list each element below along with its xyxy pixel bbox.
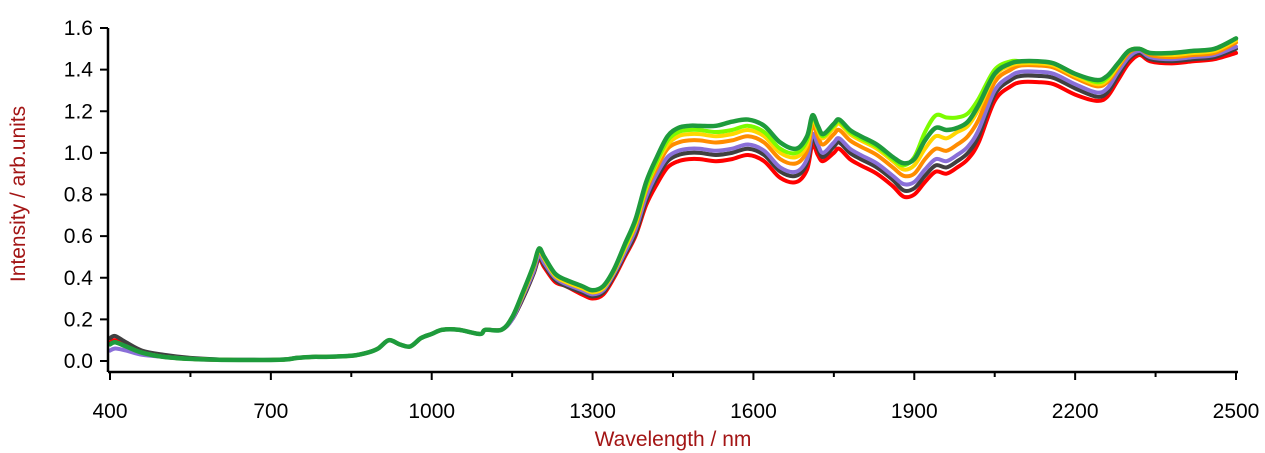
y-tick-label: 0.0 xyxy=(64,350,93,373)
x-tick-label: 1900 xyxy=(891,400,938,423)
x-tick-label: 400 xyxy=(92,400,127,423)
series-line-2 xyxy=(108,46,1238,362)
y-tick-label: 0.8 xyxy=(64,184,93,207)
y-tick-label: 1.4 xyxy=(64,59,94,82)
x-tick-label: 2200 xyxy=(1052,400,1099,423)
y-tick-label: 0.6 xyxy=(64,225,93,248)
series-line-3 xyxy=(108,44,1238,363)
series-line-6 xyxy=(108,36,1238,363)
y-tick-label: 0.2 xyxy=(64,308,93,331)
y-ticks: 0.0 0.2 0.4 0.6 0.8 1.0 1.2 1.4 1.6 xyxy=(64,17,108,373)
x-ticks: 400 700 1000 1300 1600 1900 2200 2500 xyxy=(92,372,1259,423)
y-tick-label: 1.0 xyxy=(64,142,93,165)
x-tick-label: 2500 xyxy=(1213,400,1260,423)
series-line-7 xyxy=(107,36,1239,363)
y-tick-label: 1.6 xyxy=(64,17,93,40)
series-line-5 xyxy=(108,38,1238,363)
x-tick-label: 1300 xyxy=(569,400,616,423)
series-layer xyxy=(107,36,1239,363)
series-line-1 xyxy=(108,50,1238,363)
y-axis-title: Intensity / arb.units xyxy=(7,106,30,282)
x-tick-label: 700 xyxy=(253,400,288,423)
x-tick-label: 1600 xyxy=(730,400,777,423)
x-tick-label: 1000 xyxy=(408,400,455,423)
y-tick-label: 1.2 xyxy=(64,100,93,123)
y-tick-label: 0.4 xyxy=(64,267,94,290)
x-axis-title: Wavelength / nm xyxy=(595,428,752,451)
